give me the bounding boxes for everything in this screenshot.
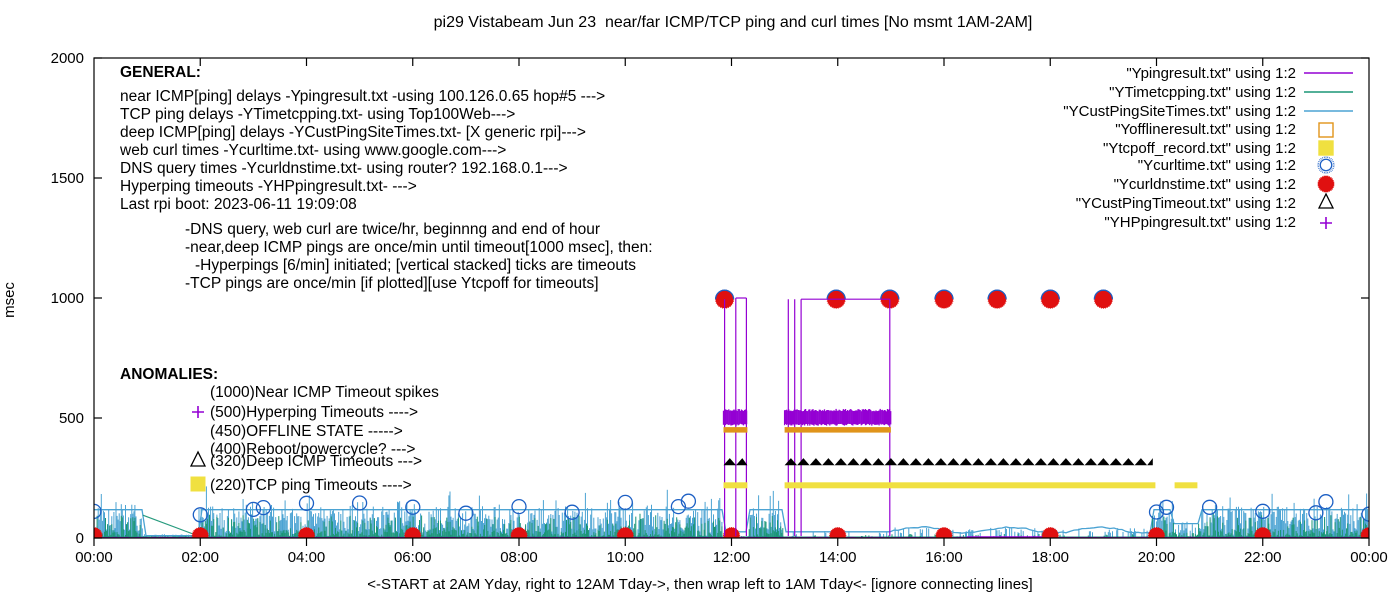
svg-text:"Ypingresult.txt" using 1:2: "Ypingresult.txt" using 1:2 <box>1126 65 1296 82</box>
svg-text:-near,deep ICMP pings are once: -near,deep ICMP pings are once/min until… <box>185 239 653 256</box>
svg-text:web curl times -Ycurltime.txt-: web curl times -Ycurltime.txt- using www… <box>119 142 506 159</box>
svg-text:14:00: 14:00 <box>819 549 857 566</box>
svg-text:<-START at 2AM Yday, right to: <-START at 2AM Yday, right to 12AM Tday-… <box>367 576 1032 593</box>
svg-text:"Ycurltime.txt" using 1:2: "Ycurltime.txt" using 1:2 <box>1138 157 1296 174</box>
svg-text:ANOMALIES:: ANOMALIES: <box>120 366 218 383</box>
svg-text:(500)Hyperping Timeouts ---->: (500)Hyperping Timeouts ----> <box>210 404 418 421</box>
svg-text:TCP ping delays -YTimetcpping.: TCP ping delays -YTimetcpping.txt- using… <box>120 106 515 123</box>
svg-text:10:00: 10:00 <box>606 549 644 566</box>
svg-text:"Ycurldnstime.txt" using 1:2: "Ycurldnstime.txt" using 1:2 <box>1114 176 1296 193</box>
svg-text:-Hyperpings [6/min] initiated;: -Hyperpings [6/min] initiated; [vertical… <box>195 257 636 274</box>
svg-text:msec: msec <box>1 282 18 318</box>
svg-text:-TCP pings are once/min [if pl: -TCP pings are once/min [if plotted][use… <box>185 275 599 292</box>
svg-text:"Yofflineresult.txt" using 1:2: "Yofflineresult.txt" using 1:2 <box>1115 121 1296 138</box>
svg-text:GENERAL:: GENERAL: <box>120 64 201 81</box>
svg-text:08:00: 08:00 <box>500 549 538 566</box>
svg-text:1500: 1500 <box>51 170 84 187</box>
svg-text:"YCustPingSiteTimes.txt" using: "YCustPingSiteTimes.txt" using 1:2 <box>1063 103 1296 120</box>
svg-text:"YHPpingresult.txt" using 1:2: "YHPpingresult.txt" using 1:2 <box>1104 214 1296 231</box>
svg-text:02:00: 02:00 <box>181 549 219 566</box>
svg-text:(1000)Near ICMP Timeout spikes: (1000)Near ICMP Timeout spikes <box>210 384 439 401</box>
svg-text:Hyperping timeouts -YHPpingres: Hyperping timeouts -YHPpingresult.txt- -… <box>120 178 417 195</box>
svg-text:-DNS query, web curl are twice: -DNS query, web curl are twice/hr, begin… <box>185 221 600 238</box>
svg-text:(320)Deep ICMP Timeouts --->: (320)Deep ICMP Timeouts ---> <box>210 453 422 470</box>
svg-text:2000: 2000 <box>51 50 84 67</box>
svg-text:12:00: 12:00 <box>713 549 751 566</box>
svg-text:22:00: 22:00 <box>1244 549 1282 566</box>
svg-text:"YCustPingTimeout.txt" using 1: "YCustPingTimeout.txt" using 1:2 <box>1076 195 1296 212</box>
svg-text:00:00: 00:00 <box>1350 549 1388 566</box>
svg-text:16:00: 16:00 <box>925 549 963 566</box>
svg-text:04:00: 04:00 <box>288 549 326 566</box>
svg-text:06:00: 06:00 <box>394 549 432 566</box>
svg-text:0: 0 <box>76 530 84 547</box>
svg-text:"Ytcpoff_record.txt" using 1:2: "Ytcpoff_record.txt" using 1:2 <box>1103 140 1296 157</box>
svg-text:500: 500 <box>59 410 84 427</box>
svg-text:pi29 Vistabeam Jun 23 near/fa: pi29 Vistabeam Jun 23 near/far ICMP/TCP … <box>434 14 1033 31</box>
svg-text:Last rpi boot: 2023-06-11 19:0: Last rpi boot: 2023-06-11 19:09:08 <box>120 196 357 213</box>
svg-text:"YTimetcpping.txt" using 1:2: "YTimetcpping.txt" using 1:2 <box>1109 84 1296 101</box>
svg-text:18:00: 18:00 <box>1031 549 1069 566</box>
svg-text:(450)OFFLINE STATE ----->: (450)OFFLINE STATE -----> <box>210 423 403 440</box>
svg-text:1000: 1000 <box>51 290 84 307</box>
svg-text:near ICMP[ping] delays -Ypingr: near ICMP[ping] delays -Ypingresult.txt … <box>120 88 605 105</box>
svg-text:deep ICMP[ping] delays -YCustP: deep ICMP[ping] delays -YCustPingSiteTim… <box>120 124 586 141</box>
svg-text:20:00: 20:00 <box>1138 549 1176 566</box>
svg-text:DNS query times -Ycurldnstime.: DNS query times -Ycurldnstime.txt- using… <box>120 160 568 177</box>
svg-text:00:00: 00:00 <box>75 549 113 566</box>
svg-text:(220)TCP ping Timeouts ---->: (220)TCP ping Timeouts ----> <box>210 477 412 494</box>
